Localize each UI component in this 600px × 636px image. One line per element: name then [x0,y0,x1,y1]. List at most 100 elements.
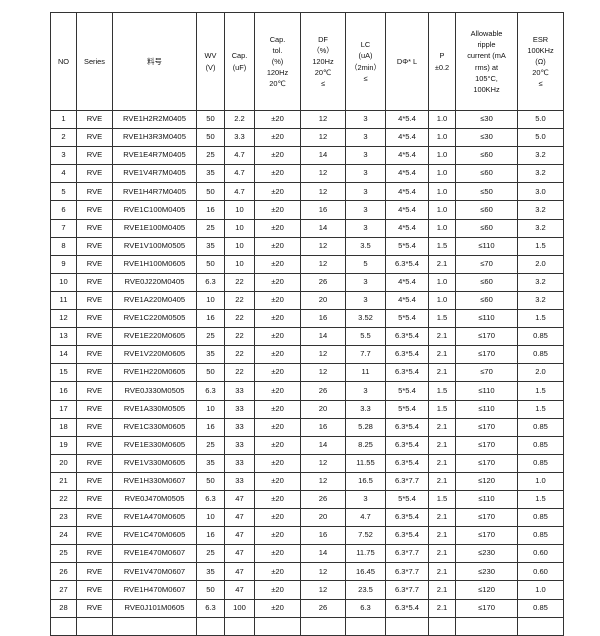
cell-part: RVE1C470M0605 [112,526,197,546]
cell-no: 11 [50,290,77,311]
cell-cap: 33 [224,435,255,455]
cell-tol: ±20 [254,417,301,437]
cell-no: 9 [50,254,77,274]
column-header-series: Series [76,12,113,111]
cell-cap: 10 [224,254,255,274]
cell-esr: 3.2 [517,164,564,184]
cell-part: RVE1V100M0505 [112,236,197,256]
table-row: 14 RVE RVE1V220M0605 35 22 ±20 12 7.7 6.3*5.4 2.1… [50,345,564,365]
cell-series: RVE [76,128,113,148]
table-row: 1 RVE RVE1H2R2M0405 50 2.2 ±20 12 3 4*5.4 1.0 ≤30 5… [50,109,564,130]
column-header-df: DF （%） 120Hz 20℃ ≤ [300,12,346,111]
cell-part: RVE1A330M0505 [112,399,197,419]
column-header-df-line: 20℃ [314,68,332,78]
column-header-wv-line: WV [204,51,217,61]
table-row: 11 RVE RVE1A220M0405 10 22 ±20 20 3 4*5.4 1.0 ≤60 3… [50,290,564,311]
cell-series: RVE [76,345,113,365]
cell-tol: ±20 [254,236,301,256]
cell-ripple: ≤170 [455,327,518,347]
cell-no: 25 [50,544,77,564]
cell-p: 2.1 [428,526,456,546]
cell-wv: 16 [196,417,225,437]
cell-ripple: ≤110 [455,381,518,401]
cell-esr: 0.85 [517,345,564,365]
table-row: 13 RVE RVE1E220M0605 25 22 ±20 14 5.5 6.3*5.4 2.1… [50,327,564,347]
column-header-lc: LC (uA) （2min） ≤ [345,12,386,111]
cell-series: RVE [76,254,113,274]
cell-p: 1.5 [428,399,456,419]
cell-dl-empty [385,616,429,636]
cell-tol: ±20 [254,526,301,546]
cell-p: 2.1 [428,363,456,383]
cell-p: 1.0 [428,109,456,130]
cell-part: RVE0J470M0505 [112,489,197,510]
cell-cap: 33 [224,453,255,473]
cell-no: 27 [50,580,77,600]
cell-p: 1.0 [428,164,456,184]
cell-dl: 5*5.4 [385,309,429,329]
cell-ripple: ≤110 [455,236,518,256]
cell-ripple: ≤60 [455,290,518,311]
cell-tol: ±20 [254,381,301,401]
cell-wv: 50 [196,128,225,148]
table-header: NO Series 料号 WV (V) Cap. (uF) Cap. tol. (%) 120Hz 2… [50,12,564,111]
cell-no: 20 [50,453,77,473]
cell-cap: 33 [224,381,255,401]
cell-no: 24 [50,526,77,546]
cell-series: RVE [76,526,113,546]
cell-df: 14 [300,218,346,238]
cell-part: RVE1C330M0605 [112,417,197,437]
cell-lc: 3 [345,381,386,401]
column-header-cap-line: (uF) [232,62,247,72]
cell-no: 6 [50,200,77,220]
cell-lc: 3 [345,164,386,184]
cell-esr: 1.5 [517,309,564,329]
cell-wv: 50 [196,363,225,383]
column-header-part-line: 料号 [147,56,162,66]
cell-no: 17 [50,399,77,419]
cell-df: 26 [300,598,346,618]
cell-df: 16 [300,309,346,329]
cell-cap: 3.3 [224,128,255,148]
cell-series: RVE [76,327,113,347]
cell-wv: 50 [196,471,225,491]
cell-p: 2.1 [428,544,456,564]
cell-dl: 6.3*7.7 [385,544,429,564]
table-body: 1 RVE RVE1H2R2M0405 50 2.2 ±20 12 3 4*5.4 1.0 ≤30 5… [50,109,564,636]
cell-lc: 11.75 [345,544,386,564]
cell-series: RVE [76,598,113,618]
cell-esr: 3.2 [517,146,564,166]
column-header-ripple-line: rms) at [475,62,498,72]
cell-p: 1.0 [428,218,456,238]
cell-lc: 3.52 [345,309,386,329]
cell-df-empty [300,616,346,636]
cell-no: 21 [50,471,77,491]
cell-esr: 3.2 [517,290,564,311]
cell-tol: ±20 [254,290,301,311]
cell-esr: 1.5 [517,489,564,510]
cell-series: RVE [76,363,113,383]
column-header-tol-line: 20℃ [269,79,286,89]
column-header-part: 料号 [112,12,197,111]
cell-df: 12 [300,471,346,491]
cell-series: RVE [76,399,113,419]
cell-part: RVE1C220M0505 [112,309,197,329]
cell-wv: 50 [196,182,225,202]
cell-part: RVE1H220M0605 [112,363,197,383]
cell-tol-empty [254,616,301,636]
table-row: 8 RVE RVE1V100M0505 35 10 ±20 12 3.5 5*5.4 1.5 ≤11… [50,236,564,256]
cell-ripple-empty [455,616,518,636]
cell-df: 12 [300,109,346,130]
column-header-tol: Cap. tol. (%) 120Hz 20℃ [254,12,301,111]
cell-tol: ±20 [254,128,301,148]
cell-df: 12 [300,345,346,365]
cell-esr: 1.0 [517,471,564,491]
cell-part-empty [112,616,197,636]
cell-lc: 16.5 [345,471,386,491]
cell-no: 22 [50,489,77,510]
column-header-esr: ESR 100KHz (Ω) 20℃ ≤ [517,12,564,111]
cell-part: RVE1A470M0605 [112,508,197,528]
column-header-dl: DΦ* L [385,12,429,111]
cell-cap: 33 [224,399,255,419]
cell-cap: 47 [224,489,255,510]
